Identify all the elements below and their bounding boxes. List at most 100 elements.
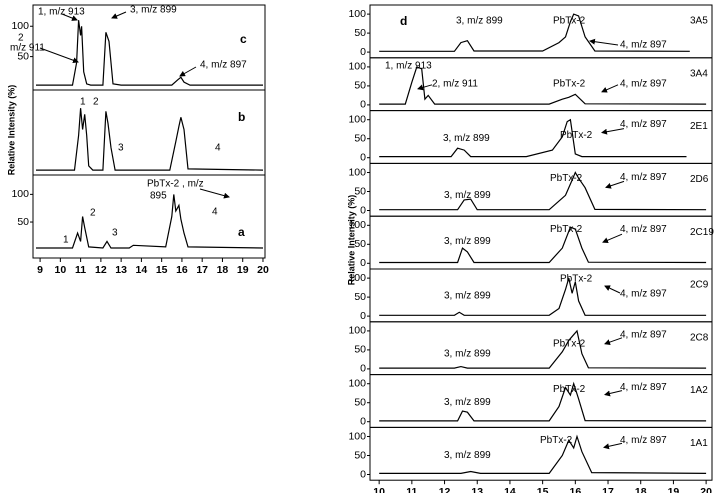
y-tick-label: 0 — [360, 204, 366, 216]
x-tick-label: 15 — [156, 264, 168, 276]
y-tick-label: 100 — [348, 8, 366, 20]
arrow — [602, 233, 623, 244]
y-tick-label: 50 — [354, 132, 366, 144]
annotation: 1, m/z 913 — [385, 60, 432, 71]
enzyme-label: 2E1 — [690, 121, 708, 132]
x-tick-label: 19 — [668, 486, 680, 493]
y-tick-label: 0 — [360, 363, 366, 375]
arrow — [605, 180, 625, 189]
annotation: 4, m/z 897 — [620, 329, 667, 340]
panel-frame — [32, 89, 266, 176]
y-tick-label: 100 — [348, 61, 366, 73]
trace — [379, 434, 707, 474]
y-tick-label: 0 — [360, 46, 366, 58]
panel-frame — [32, 4, 266, 91]
arrow — [417, 84, 433, 91]
annotation: m/z 911 — [10, 43, 45, 54]
y-tick-label: 0 — [360, 310, 366, 322]
annotation: 4, m/z 897 — [620, 382, 667, 393]
enzyme-label: 2C19 — [690, 227, 714, 238]
trace — [379, 66, 707, 105]
annotation: 4, m/z 897 — [200, 60, 247, 71]
arrow — [604, 285, 621, 294]
annotation: 4, m/z 897 — [620, 224, 667, 235]
y-tick-label: 100 — [11, 20, 29, 32]
x-tick-label: 18 — [217, 264, 229, 276]
x-tick-label: 14 — [136, 264, 148, 276]
x-tick-label: 9 — [37, 264, 43, 276]
annotation: PbTx-2 — [553, 338, 586, 349]
arrow — [61, 13, 78, 21]
annotation: 4 — [212, 207, 218, 218]
annotation: 3, m/z 899 — [444, 397, 491, 408]
y-tick-label: 50 — [354, 80, 366, 92]
annotation: PbTx-2 — [550, 224, 583, 235]
annotation: 4, m/z 897 — [620, 78, 667, 89]
trace — [36, 194, 264, 249]
annotation: PbTx-2 , m/z — [147, 179, 204, 190]
y-tick-label: 100 — [348, 377, 366, 389]
x-tick-label: 11 — [406, 486, 417, 493]
panel-frame — [32, 174, 266, 259]
x-tick-label: 15 — [537, 486, 549, 493]
x-tick-label: 14 — [504, 486, 516, 493]
panel-letter: c — [240, 32, 247, 46]
x-tick-label: 20 — [257, 264, 269, 276]
trace — [36, 108, 264, 171]
x-tick-label: 12 — [439, 486, 451, 493]
trace — [379, 118, 687, 158]
trace — [36, 20, 263, 86]
panel-frame — [369, 426, 713, 481]
enzyme-label: 2C8 — [690, 332, 709, 343]
annotation: 3 — [118, 143, 124, 154]
annotation: PbTx-2 — [560, 130, 593, 141]
x-tick-label: 16 — [176, 264, 188, 276]
y-tick-label: 50 — [354, 344, 366, 356]
enzyme-label: 2D6 — [690, 174, 709, 185]
y-tick-label: 50 — [354, 449, 366, 461]
arrow — [604, 390, 623, 397]
arrow — [179, 66, 197, 77]
enzyme-label: 3A5 — [690, 16, 708, 27]
annotation: 4, m/z 897 — [620, 435, 667, 446]
annotation: 1 — [63, 235, 69, 246]
y-tick-label: 50 — [17, 216, 29, 228]
arrow — [589, 38, 619, 46]
annotation: 3, m/z 899 — [444, 190, 491, 201]
arrow — [111, 11, 127, 19]
x-tick-label: 17 — [196, 264, 208, 276]
y-tick-label: 50 — [354, 238, 366, 250]
enzyme-label: 2C9 — [690, 280, 709, 291]
annotation: PbTx-2 — [540, 435, 573, 446]
y-tick-label: 0 — [360, 151, 366, 163]
arrow — [39, 47, 79, 64]
x-tick-label: 10 — [55, 264, 67, 276]
annotation: 3, m/z 899 — [443, 133, 490, 144]
y-tick-label: 100 — [348, 219, 366, 231]
annotation: 4, m/z 897 — [620, 172, 667, 183]
panel-letter: a — [238, 225, 245, 239]
y-tick-label: 50 — [354, 291, 366, 303]
y-tick-label: 50 — [354, 185, 366, 197]
annotation: 2 — [90, 208, 96, 219]
y-tick-label: 50 — [354, 396, 366, 408]
enzyme-label: 1A2 — [690, 385, 708, 396]
trace — [379, 381, 707, 422]
annotation: 3, m/z 899 — [444, 450, 491, 461]
trace — [379, 277, 707, 316]
annotation: 4 — [215, 143, 221, 154]
x-tick-label: 13 — [115, 264, 127, 276]
annotation: PbTx-2 — [553, 384, 586, 395]
annotation: 4, m/z 897 — [620, 119, 667, 130]
annotation: 2 — [93, 97, 99, 108]
annotation: 3, m/z 899 — [456, 16, 503, 27]
x-tick-label: 19 — [237, 264, 249, 276]
y-tick-label: 0 — [360, 257, 366, 269]
annotation: 4, m/z 897 — [620, 40, 667, 51]
x-tick-label: 11 — [75, 264, 86, 276]
arrow — [199, 188, 230, 199]
y-tick-label: 50 — [17, 50, 29, 62]
arrow — [603, 442, 623, 450]
trace — [379, 171, 707, 211]
